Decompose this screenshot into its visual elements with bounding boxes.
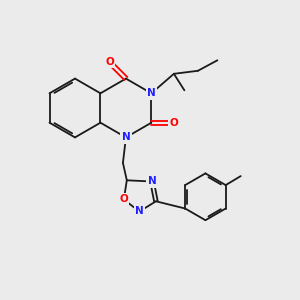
Text: O: O — [169, 118, 178, 128]
Text: O: O — [105, 57, 114, 67]
Text: N: N — [122, 132, 130, 142]
Text: O: O — [119, 194, 128, 205]
Text: N: N — [135, 206, 144, 217]
Text: N: N — [148, 176, 156, 187]
Text: N: N — [147, 88, 156, 98]
